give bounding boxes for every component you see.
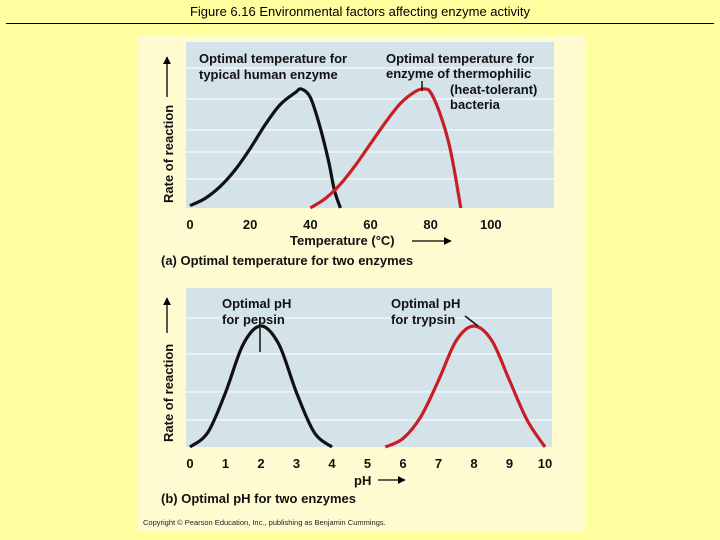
gridlines-b <box>186 317 552 421</box>
copyright-notice: Copyright © Pearson Education, Inc., pub… <box>143 518 386 527</box>
pointer-trypsin <box>464 315 479 327</box>
x-tick-label: 6 <box>399 456 406 471</box>
xlabel-a: Temperature (°C) <box>290 233 395 248</box>
x-tick-label: 40 <box>303 217 317 232</box>
plot-area-a <box>186 42 554 208</box>
annotation-thermophile: Optimal temperature for enzyme of thermo… <box>386 51 541 112</box>
annotation-pepsin: Optimal pH for pepsin <box>222 296 295 327</box>
x-tick-label: 10 <box>538 456 552 471</box>
x-tick-label: 2 <box>257 456 264 471</box>
panel-title-a: (a) Optimal temperature for two enzymes <box>161 253 413 268</box>
x-tick-label: 7 <box>435 456 442 471</box>
x-tick-labels-a: 0 20 40 60 80 100 <box>186 217 501 232</box>
curve-trypsin <box>384 324 547 449</box>
ylabel-a: Rate of reaction <box>161 105 176 203</box>
annotation-trypsin: Optimal pH for trypsin <box>391 296 464 327</box>
x-tick-label: 20 <box>243 217 257 232</box>
x-tick-label: 9 <box>506 456 513 471</box>
ylabel-b: Rate of reaction <box>161 344 176 442</box>
x-tick-label: 60 <box>363 217 377 232</box>
slide-title: Figure 6.16 Environmental factors affect… <box>189 4 531 19</box>
x-tick-label: 0 <box>186 217 193 232</box>
x-tick-label: 5 <box>364 456 371 471</box>
annotation-human: Optimal temperature for typical human en… <box>199 51 351 82</box>
curve-thermophile-enzyme <box>309 87 463 210</box>
xlabel-b: pH <box>354 473 371 488</box>
x-tick-label: 1 <box>222 456 229 471</box>
x-tick-label: 3 <box>293 456 300 471</box>
curve-human-enzyme <box>189 87 342 209</box>
x-tick-label: 0 <box>186 456 193 471</box>
panel-title-b: (b) Optimal pH for two enzymes <box>161 491 356 506</box>
x-tick-label: 80 <box>423 217 437 232</box>
x-tick-label: 100 <box>480 217 502 232</box>
x-tick-labels-b: 0 1 2 3 4 5 6 7 8 9 10 <box>186 456 552 471</box>
x-tick-label: 8 <box>470 456 477 471</box>
title-divider <box>6 23 714 24</box>
x-tick-label: 4 <box>328 456 336 471</box>
curve-pepsin <box>189 324 333 449</box>
